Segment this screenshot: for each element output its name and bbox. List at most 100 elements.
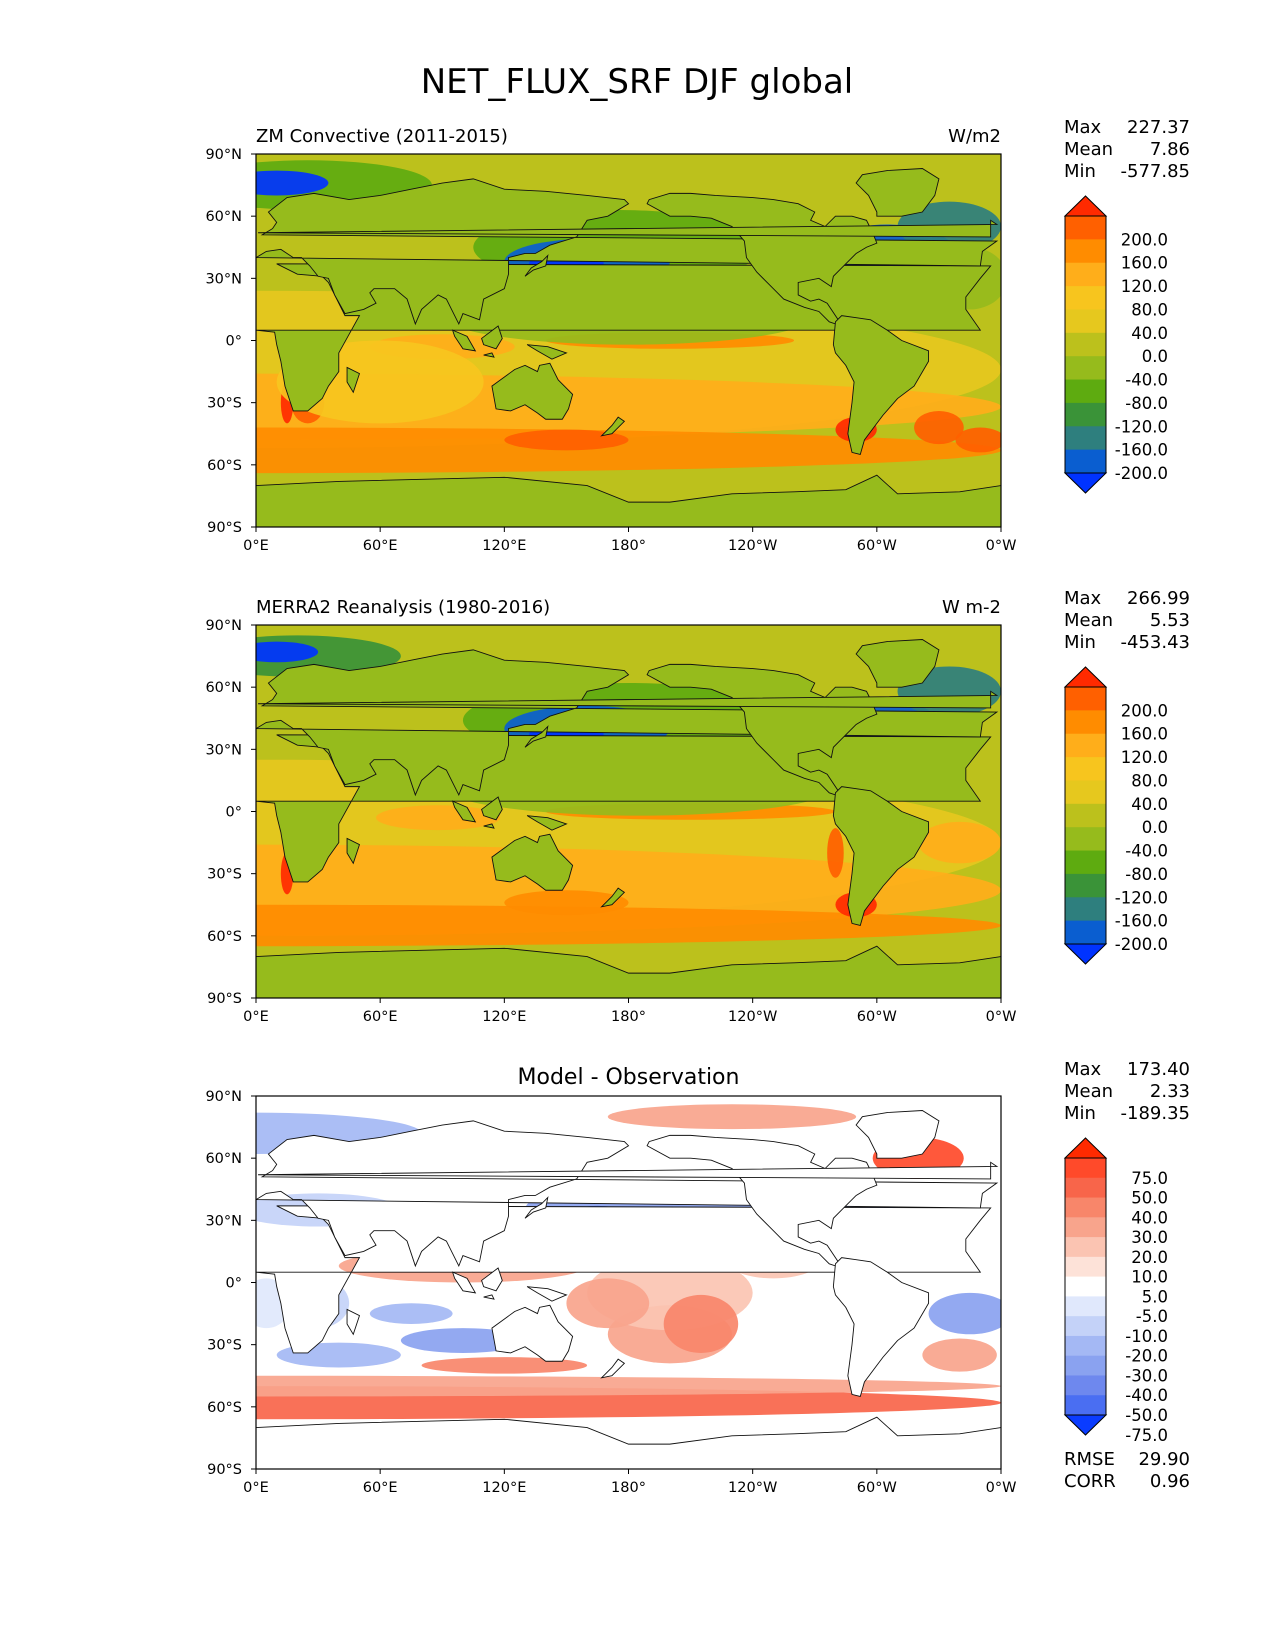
x-tick-label: 120°W (728, 538, 777, 554)
colorbar-label: 75.0 (1131, 1169, 1168, 1188)
coastline (832, 786, 930, 927)
units-label: W m-2 (942, 597, 1001, 618)
field-region (922, 1338, 997, 1372)
colorbar-label: -200.0 (1115, 464, 1168, 483)
coastline (451, 329, 477, 352)
y-tick-label: 30°N (205, 1213, 242, 1229)
colorbar-extend-top (1063, 1137, 1108, 1159)
coastline (256, 945, 1001, 998)
x-tick-label: 60°W (857, 538, 897, 554)
y-tick-label: 60°S (207, 1400, 242, 1416)
colorbar-segment (1065, 850, 1106, 875)
colorbar-label: -200.0 (1115, 935, 1168, 954)
colorbar-label: 5.0 (1142, 1287, 1168, 1306)
field-region (663, 1294, 739, 1353)
colorbar-label: 0.0 (1142, 818, 1168, 837)
colorbar-segment (1065, 1375, 1106, 1396)
colorbar-label: -80.0 (1125, 865, 1168, 884)
x-tick-label: 60°W (857, 1009, 897, 1025)
coastline (524, 725, 549, 748)
y-tick-label: 60°N (205, 1151, 242, 1167)
colorbar-label: -75.0 (1125, 1426, 1168, 1445)
colorbar-segment (1065, 710, 1106, 735)
coastline (483, 1294, 495, 1300)
panel-3: 0°E 60°E 120°E 180° 120°W 60°W 0°W 90°N 60°N 30°N… (205, 1059, 1190, 1496)
panel-2: 0°E 60°E 120°E 180° 120°W 60°W 0°W 90°N 60°N 30°N… (205, 588, 1190, 1025)
colorbar-label: -10.0 (1125, 1327, 1168, 1346)
colorbar-label: 80.0 (1131, 771, 1168, 790)
colorbar-segment (1065, 687, 1106, 711)
field-region (369, 1303, 453, 1324)
colorbar-segment (1065, 262, 1106, 287)
colorbar-segment (1065, 402, 1106, 427)
stat-label: Min (1064, 632, 1096, 653)
coastline (524, 1196, 549, 1219)
stat-label: Mean (1064, 610, 1113, 631)
metric-label: RMSE (1064, 1449, 1115, 1470)
colorbar-segment (1065, 757, 1106, 781)
colorbar-segment (1065, 1296, 1106, 1317)
map-field (256, 1096, 1001, 1469)
x-tick-label: 120°W (728, 1480, 777, 1496)
field-region (827, 828, 844, 878)
x-tick-label: 0°E (243, 1480, 269, 1496)
x-tick-label: 60°E (363, 538, 398, 554)
stat-value: -577.85 (1121, 161, 1190, 182)
x-tick-label: 0°E (243, 538, 269, 554)
colorbar-label: 50.0 (1131, 1189, 1168, 1208)
colorbar-label: -160.0 (1115, 441, 1168, 460)
stat-value: 7.86 (1150, 139, 1190, 160)
colorbar-frame (1064, 686, 1107, 945)
colorbar-extend-top (1063, 195, 1108, 217)
x-tick-label: 180° (611, 1480, 646, 1496)
coastline (491, 362, 574, 420)
colorbar-extend-bottom (1063, 943, 1108, 965)
colorbar-label: -40.0 (1125, 371, 1168, 390)
colorbar-label: -120.0 (1115, 888, 1168, 907)
colorbar-segment (1065, 216, 1106, 240)
coastline (346, 837, 361, 865)
y-tick-label: 0° (226, 805, 242, 821)
field-region (914, 410, 964, 445)
colorbar-segment (1065, 1256, 1106, 1278)
panel-title: MERRA2 Reanalysis (1980-2016) (256, 597, 550, 618)
coastline (451, 1271, 477, 1294)
y-tick-label: 0° (226, 334, 242, 350)
colorbar-label: -120.0 (1115, 417, 1168, 436)
colorbar-segment (1065, 897, 1106, 922)
colorbar: 200.0 160.0 120.0 80.0 40.0 0.0 -40.0 -80.0 -120… (1063, 195, 1168, 494)
stat-value: -453.43 (1121, 632, 1190, 653)
colorbar-label: -20.0 (1125, 1347, 1168, 1366)
map-field (256, 625, 1001, 998)
coastline (256, 649, 999, 797)
colorbar-segment (1065, 920, 1106, 945)
y-tick-label: 30°S (207, 396, 242, 412)
coastline (256, 1416, 1001, 1469)
stat-label: Max (1064, 117, 1102, 138)
metric-value: 29.90 (1138, 1449, 1190, 1470)
stat-value: 266.99 (1127, 588, 1190, 609)
coastline (483, 352, 495, 358)
coastline (346, 366, 361, 394)
y-tick-label: 60°S (207, 458, 242, 474)
colorbar-label: 160.0 (1121, 254, 1168, 273)
colorbar-label: -50.0 (1125, 1406, 1168, 1425)
coastline (491, 833, 574, 891)
panel-title: ZM Convective (2011-2015) (256, 126, 508, 147)
field-region (256, 641, 319, 663)
coastline (526, 344, 568, 360)
coastline (855, 639, 940, 688)
coastline (481, 1267, 503, 1292)
coastline (256, 1120, 999, 1268)
colorbar-segment (1065, 1395, 1106, 1416)
colorbar-label: -30.0 (1125, 1366, 1168, 1385)
x-tick-label: 0°W (986, 1009, 1017, 1025)
field-region (918, 821, 1001, 864)
coastline (258, 219, 999, 238)
coastline (258, 1161, 999, 1180)
colorbar: 200.0 160.0 120.0 80.0 40.0 0.0 -40.0 -80.0 -120… (1063, 666, 1168, 965)
field-region (504, 429, 629, 451)
coastline (258, 690, 999, 709)
coastline (526, 1286, 568, 1302)
